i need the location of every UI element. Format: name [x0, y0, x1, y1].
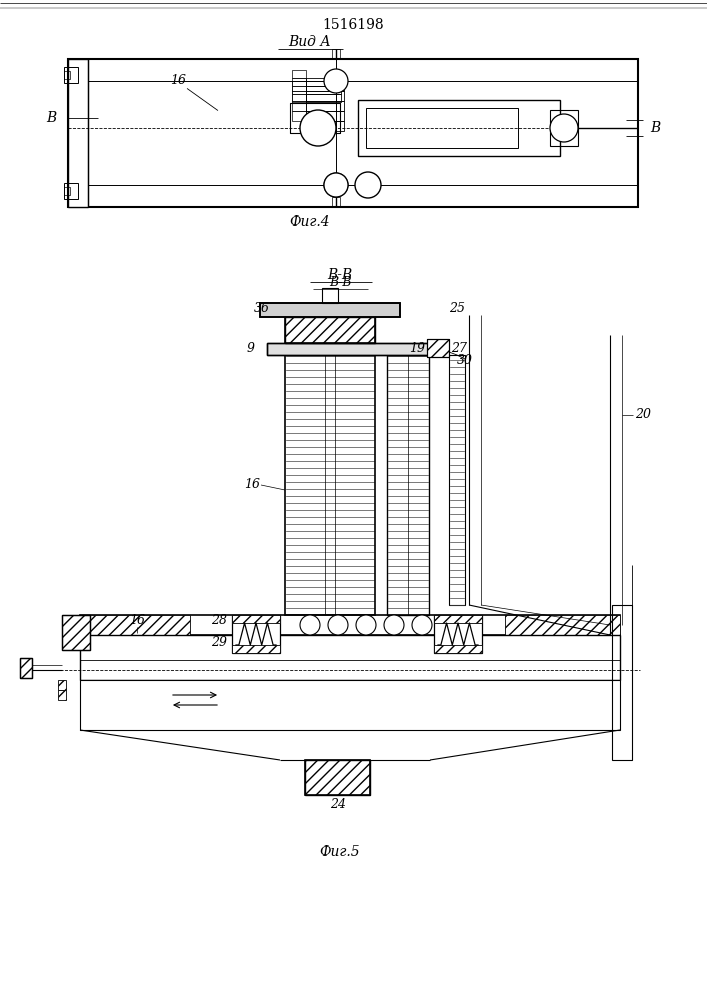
Bar: [292, 101, 306, 111]
Bar: [285, 355, 375, 615]
Bar: [305, 760, 370, 795]
Bar: [290, 103, 340, 133]
Text: 29: 29: [211, 637, 227, 650]
Bar: [64, 183, 78, 199]
Bar: [434, 645, 482, 653]
Bar: [20, 658, 32, 678]
Bar: [332, 49, 340, 59]
Text: 16: 16: [170, 75, 186, 88]
Text: 27: 27: [451, 342, 467, 356]
Text: В: В: [650, 121, 660, 135]
Bar: [434, 615, 482, 653]
Bar: [550, 110, 578, 146]
Bar: [80, 615, 620, 635]
Bar: [58, 690, 66, 700]
Circle shape: [324, 69, 348, 93]
Bar: [20, 658, 32, 678]
Bar: [387, 355, 429, 615]
Bar: [434, 615, 482, 623]
Text: В-В: В-В: [327, 268, 353, 282]
Bar: [285, 317, 375, 343]
Bar: [292, 78, 306, 86]
Bar: [292, 81, 306, 91]
Bar: [322, 288, 338, 303]
Bar: [64, 71, 70, 79]
Text: 28: 28: [211, 613, 227, 626]
Bar: [232, 645, 280, 653]
Bar: [64, 187, 70, 195]
Text: 16: 16: [244, 479, 260, 491]
Circle shape: [324, 173, 348, 197]
Bar: [306, 94, 341, 102]
Bar: [427, 339, 449, 357]
Bar: [68, 59, 88, 207]
Circle shape: [356, 615, 376, 635]
Bar: [64, 67, 78, 83]
Bar: [68, 59, 638, 207]
Bar: [332, 197, 340, 207]
Circle shape: [300, 615, 320, 635]
Circle shape: [324, 173, 348, 197]
Bar: [267, 343, 441, 355]
Bar: [292, 70, 306, 78]
Circle shape: [550, 114, 578, 142]
Bar: [260, 303, 400, 317]
Text: 25: 25: [449, 302, 465, 316]
Bar: [306, 86, 341, 94]
Text: 20: 20: [635, 408, 651, 422]
Text: 19: 19: [409, 342, 425, 356]
Text: Фиг.4: Фиг.4: [290, 215, 330, 229]
Circle shape: [412, 615, 432, 635]
Bar: [306, 121, 344, 131]
Text: 16: 16: [129, 613, 145, 626]
Bar: [292, 86, 306, 94]
Bar: [58, 680, 66, 690]
Text: Фиг.5: Фиг.5: [320, 845, 361, 859]
Bar: [292, 111, 306, 121]
Bar: [292, 94, 306, 102]
Bar: [267, 343, 441, 355]
Bar: [260, 303, 400, 317]
Bar: [449, 355, 465, 605]
Bar: [290, 103, 340, 133]
Bar: [285, 317, 375, 343]
Bar: [306, 101, 344, 111]
Bar: [505, 615, 620, 635]
Text: В: В: [46, 111, 56, 125]
Bar: [306, 81, 344, 91]
Bar: [306, 111, 344, 121]
Bar: [305, 760, 370, 795]
Bar: [366, 108, 518, 148]
Text: 9: 9: [247, 342, 255, 356]
Bar: [80, 680, 620, 730]
Bar: [358, 100, 560, 156]
Text: В-В: В-В: [329, 275, 351, 288]
Bar: [232, 615, 280, 653]
Circle shape: [328, 615, 348, 635]
Bar: [62, 615, 90, 650]
Bar: [292, 91, 306, 101]
Bar: [232, 615, 280, 623]
Bar: [80, 635, 620, 680]
Bar: [306, 91, 344, 101]
Text: 36: 36: [254, 302, 270, 316]
Bar: [427, 339, 449, 357]
Bar: [306, 78, 341, 86]
Circle shape: [384, 615, 404, 635]
Text: 1516198: 1516198: [322, 18, 384, 32]
Circle shape: [355, 172, 381, 198]
Text: 24: 24: [330, 798, 346, 812]
Circle shape: [300, 110, 336, 146]
Text: 30: 30: [457, 355, 473, 367]
Text: Вид А: Вид А: [288, 35, 332, 49]
Bar: [612, 605, 632, 760]
Bar: [62, 615, 90, 650]
Bar: [80, 615, 190, 635]
